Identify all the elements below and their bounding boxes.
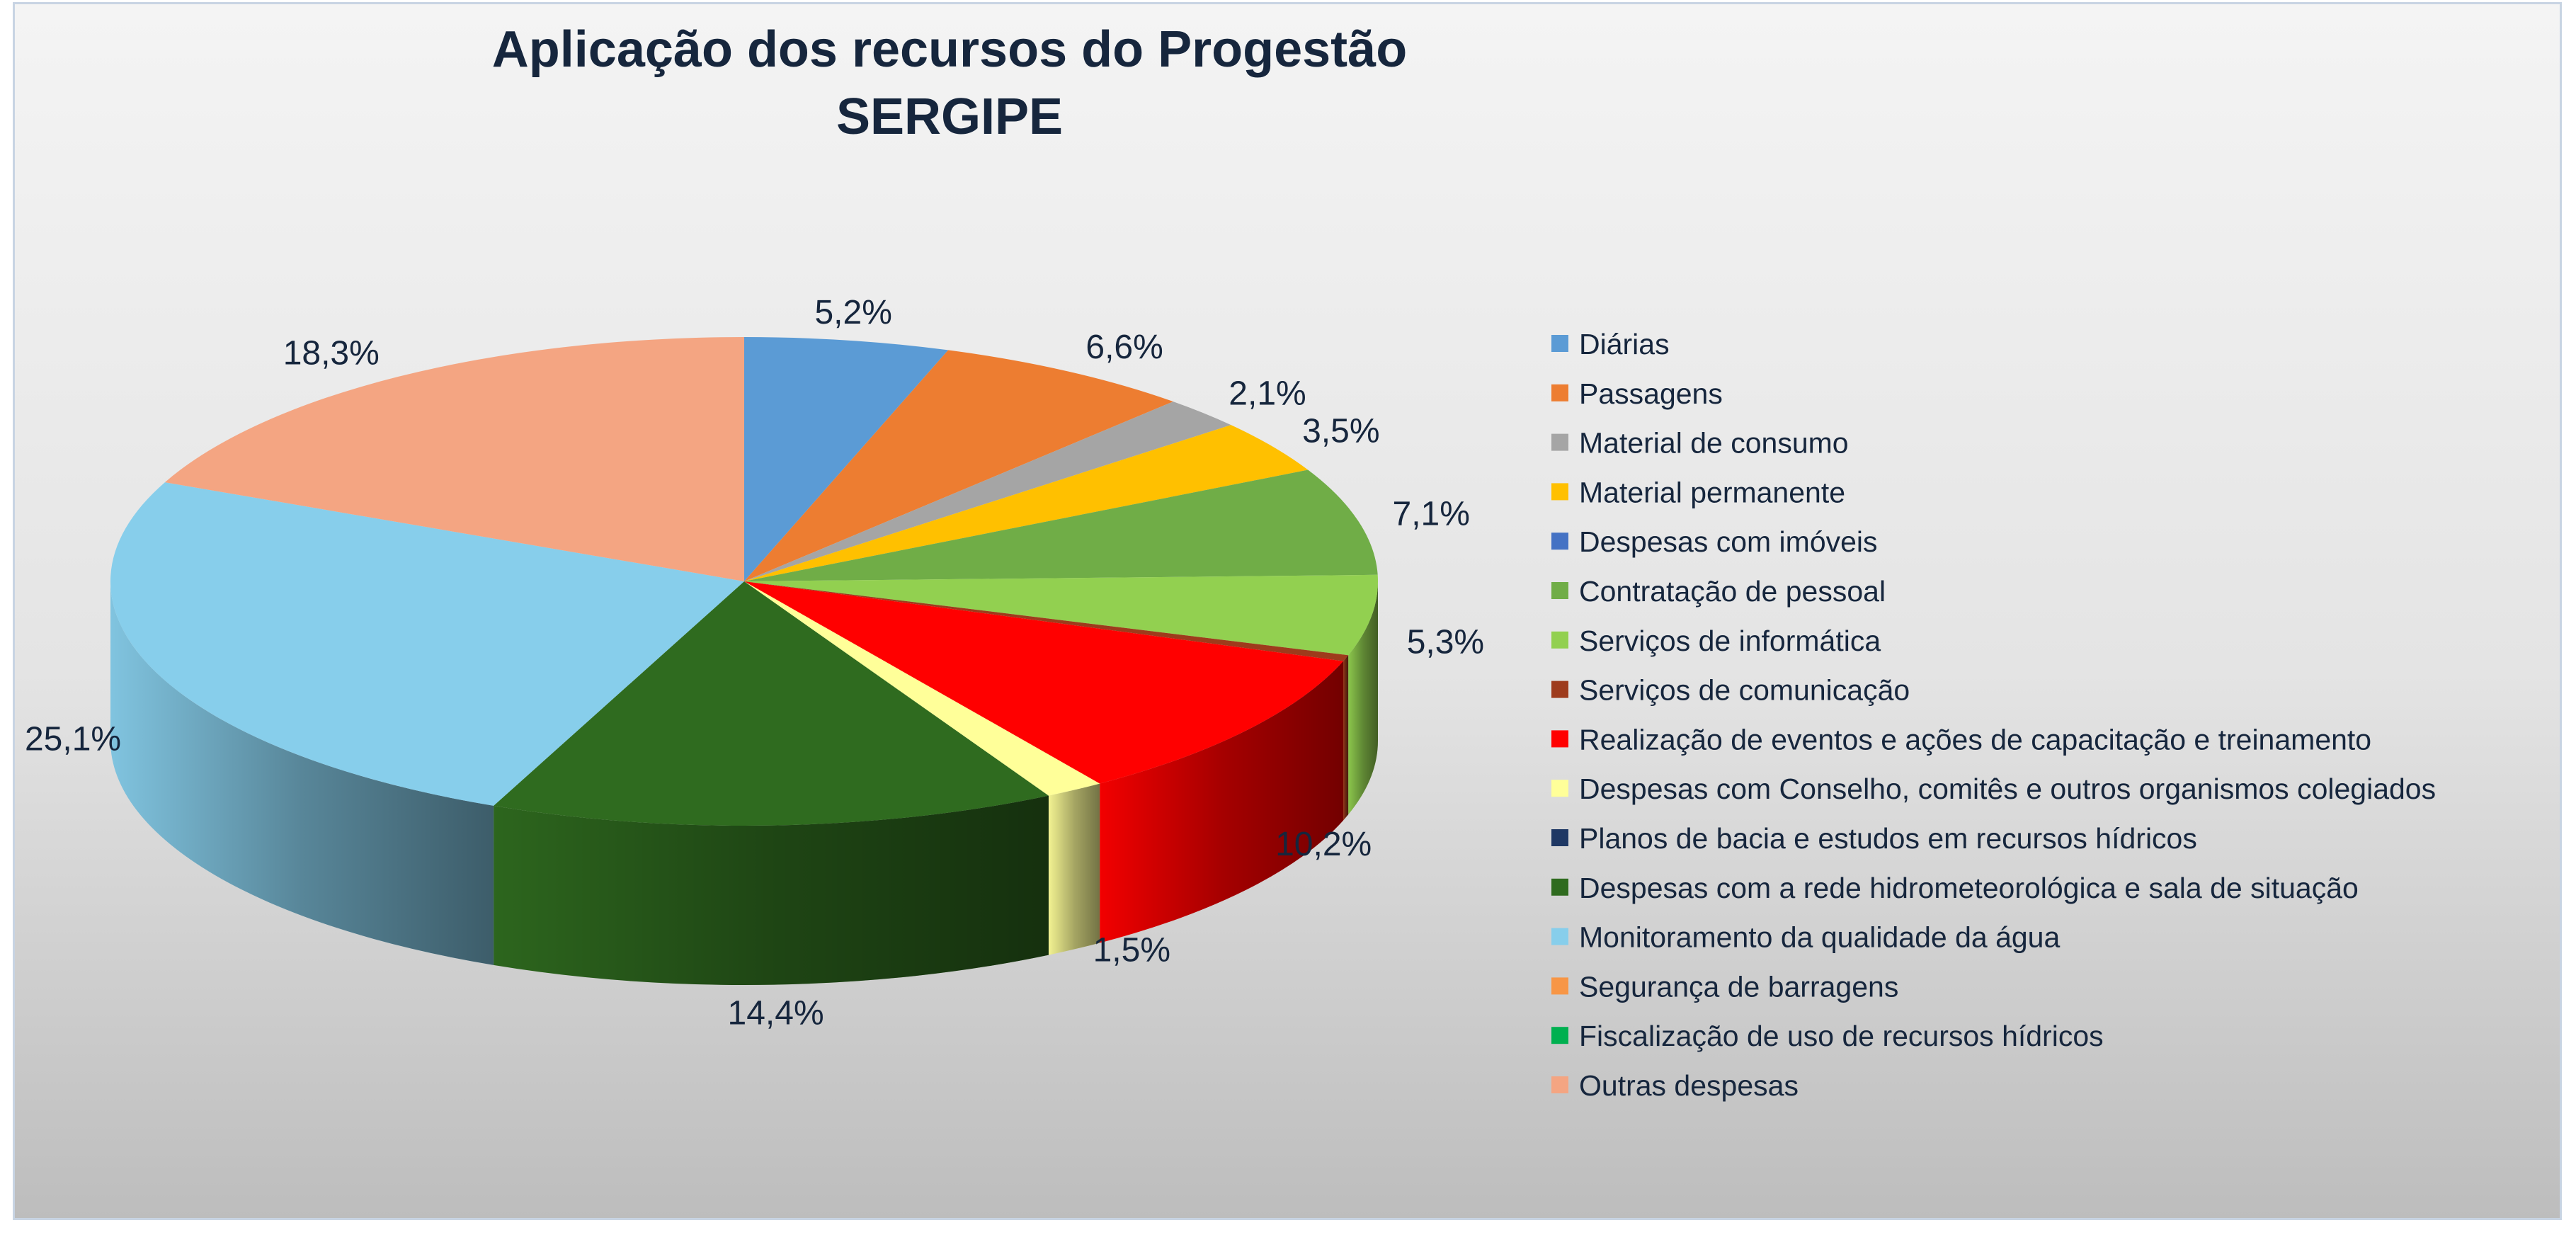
data-label-servicos-de-informatica: 5,3% xyxy=(1407,623,1484,661)
legend-swatch xyxy=(1551,730,1568,748)
data-label-realizacao-de-eventos-e-acoes-de-capacitacao-e-treinamento: 10,2% xyxy=(1275,826,1372,863)
legend-item-material-de-consumo: Material de consumo xyxy=(1551,427,1849,460)
pie-sides xyxy=(110,581,1378,986)
legend-label: Despesas com Conselho, comitês e outros … xyxy=(1579,773,2436,805)
pie-labels: 5,2% 6,6% 2,1%3,5% 7,1% 5,3% 10,2% 1,5% 14,4% 25… xyxy=(25,294,1484,1032)
pie-side-servicos-de-comunicacao xyxy=(1343,655,1349,821)
pie-side-monitoramento-da-qualidade-da-agua xyxy=(110,581,494,965)
legend-item-outras-despesas: Outras despesas xyxy=(1551,1069,1799,1102)
legend-label: Serviços de comunicação xyxy=(1579,674,1910,707)
pie-slice-monitoramento-da-qualidade-da-agua xyxy=(110,482,744,806)
legend-swatch xyxy=(1551,483,1568,501)
pie-side-realizacao-de-eventos-e-acoes-de-capacitacao-e-treinamento xyxy=(1100,661,1343,943)
pie-slice-diarias xyxy=(744,337,949,581)
pie-slice-material-permanente xyxy=(744,425,1309,581)
legend-label: Segurança de barragens xyxy=(1579,970,1898,1003)
legend-item-servicos-de-informatica: Serviços de informática xyxy=(1551,625,1881,657)
legend-label: Material de consumo xyxy=(1579,427,1849,460)
legend-item-fiscalizacao-de-uso-de-recursos-hidricos: Fiscalização de uso de recursos hídricos xyxy=(1551,1020,2104,1052)
legend-label: Monitoramento da qualidade da água xyxy=(1579,921,2060,954)
data-label-material-de-consumo: 2,1% xyxy=(1229,375,1306,413)
data-label-outras-despesas: 18,3% xyxy=(283,334,380,372)
pie-tops xyxy=(110,337,1379,826)
data-label-monitoramento-da-qualidade-da-agua: 25,1% xyxy=(25,721,121,758)
legend-label: Diárias xyxy=(1579,328,1670,360)
legend-item-realizacao-de-eventos-e-acoes-de-capacitacao-e-treinamento: Realização de eventos e ações de capacit… xyxy=(1551,723,2371,756)
legend-swatch xyxy=(1551,780,1568,797)
legend-swatch xyxy=(1551,433,1568,451)
legend-item-despesas-com-imoveis: Despesas com imóveis xyxy=(1551,525,1878,558)
data-label-passagens: 6,6% xyxy=(1085,329,1163,366)
legend-swatch xyxy=(1551,1027,1568,1044)
pie-side-servicos-de-informatica xyxy=(1348,581,1378,815)
pie-slice-passagens xyxy=(744,350,1173,581)
legend-label: Despesas com a rede hidrometeorológica e… xyxy=(1579,872,2359,904)
data-label-material-permanente: 3,5% xyxy=(1302,413,1379,450)
legend-item-servicos-de-comunicacao: Serviços de comunicação xyxy=(1551,674,1910,707)
pie-slice-realizacao-de-eventos-e-acoes-de-capacitacao-e-treinamento xyxy=(744,581,1343,784)
legend-swatch xyxy=(1551,878,1568,896)
chart-area: Aplicação dos recursos do Progestão SERG… xyxy=(13,2,2562,1220)
legend-item-seguranca-de-barragens: Segurança de barragens xyxy=(1551,970,1898,1003)
legend: Diárias Passagens Material de consumo Mater… xyxy=(1551,328,2436,1102)
chart-subtitle: SERGIPE xyxy=(836,89,1063,145)
legend-item-monitoramento-da-qualidade-da-agua: Monitoramento da qualidade da água xyxy=(1551,921,2060,954)
legend-item-despesas-com-conselho-comites-e-outros-organismos-colegiados: Despesas com Conselho, comitês e outros … xyxy=(1551,773,2436,805)
legend-item-diarias: Diárias xyxy=(1551,328,1670,360)
legend-label: Despesas com imóveis xyxy=(1579,525,1878,558)
legend-swatch xyxy=(1551,582,1568,599)
legend-label: Passagens xyxy=(1579,377,1723,410)
legend-swatch xyxy=(1551,631,1568,649)
pie-slice-despesas-com-conselho-comites-e-outros-organismos-colegiados xyxy=(744,581,1100,796)
legend-swatch xyxy=(1551,1076,1568,1093)
legend-item-contratacao-de-pessoal: Contratação de pessoal xyxy=(1551,575,1886,608)
chart-title: Aplicação dos recursos do Progestão xyxy=(492,21,1407,78)
legend-item-despesas-com-a-rede-hidrometeorologica-e-sala-de-situacao: Despesas com a rede hidrometeorológica e… xyxy=(1551,872,2359,904)
legend-label: Planos de bacia e estudos em recursos hí… xyxy=(1579,822,2197,855)
legend-swatch xyxy=(1551,829,1568,846)
data-label-contratacao-de-pessoal: 7,1% xyxy=(1393,496,1470,533)
legend-swatch xyxy=(1551,681,1568,698)
legend-item-planos-de-bacia-e-estudos-em-recursos-hidricos: Planos de bacia e estudos em recursos hí… xyxy=(1551,822,2197,855)
pie-side-despesas-com-a-rede-hidrometeorologica-e-sala-de-situacao xyxy=(494,795,1049,986)
pie-slice-servicos-de-comunicacao xyxy=(744,581,1349,661)
pie-slice-contratacao-de-pessoal xyxy=(744,469,1378,581)
legend-swatch xyxy=(1551,335,1568,352)
data-label-despesas-com-a-rede-hidrometeorologica-e-sala-de-situacao: 14,4% xyxy=(728,994,824,1032)
data-label-despesas-com-conselho-comites-e-outros-organismos-colegiados: 1,5% xyxy=(1093,932,1170,969)
pie-slice-material-de-consumo xyxy=(744,402,1231,581)
legend-item-passagens: Passagens xyxy=(1551,377,1723,410)
legend-swatch xyxy=(1551,928,1568,945)
pie-slice-outras-despesas xyxy=(164,337,744,581)
legend-label: Serviços de informática xyxy=(1579,625,1881,657)
pie-slice-despesas-com-a-rede-hidrometeorologica-e-sala-de-situacao xyxy=(494,581,1049,826)
legend-label: Material permanente xyxy=(1579,476,1845,508)
pie-side-despesas-com-conselho-comites-e-outros-organismos-colegiados xyxy=(1048,783,1100,955)
data-label-diarias: 5,2% xyxy=(814,294,891,331)
legend-label: Realização de eventos e ações de capacit… xyxy=(1579,723,2371,756)
legend-label: Contratação de pessoal xyxy=(1579,575,1886,608)
pie-chart: Aplicação dos recursos do Progestão SERG… xyxy=(25,21,2436,1102)
legend-item-material-permanente: Material permanente xyxy=(1551,476,1845,508)
legend-label: Outras despesas xyxy=(1579,1069,1799,1102)
legend-swatch xyxy=(1551,533,1568,550)
pie-slice-servicos-de-informatica xyxy=(744,574,1379,656)
legend-label: Fiscalização de uso de recursos hídricos xyxy=(1579,1020,2104,1052)
legend-swatch xyxy=(1551,384,1568,402)
legend-swatch xyxy=(1551,977,1568,995)
